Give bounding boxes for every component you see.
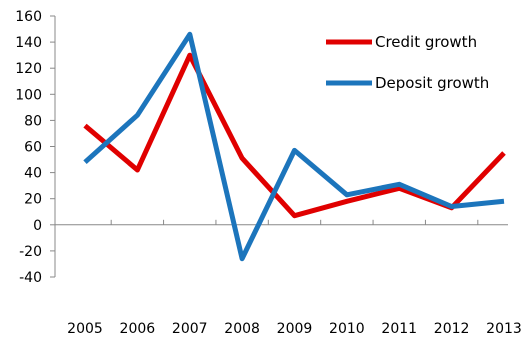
y-tick-label: 60 <box>24 140 42 156</box>
y-tick-label: 80 <box>24 113 42 129</box>
y-tick-label: 40 <box>24 166 42 182</box>
x-tick-label: 2007 <box>172 321 208 337</box>
x-tick-label: 2005 <box>67 321 103 337</box>
y-axis-ticks: -40 -20 0 20 40 60 80 100 120 140 160 <box>15 9 55 286</box>
x-tick-label: 2008 <box>224 321 260 337</box>
y-tick-label: 100 <box>15 87 42 103</box>
y-tick-label: 120 <box>15 61 42 77</box>
x-tick-label: 2009 <box>277 321 313 337</box>
y-tick-label: 20 <box>24 192 42 208</box>
legend: Credit growth Deposit growth <box>326 33 489 92</box>
y-tick-label: -20 <box>19 244 42 260</box>
legend-label: Credit growth <box>375 33 477 51</box>
x-tick-label: 2011 <box>381 321 417 337</box>
y-tick-label: -40 <box>19 270 42 286</box>
y-tick-label: 140 <box>15 35 42 51</box>
x-tick-label: 2012 <box>434 321 470 337</box>
series-line-deposit-growth <box>83 31 505 262</box>
series-group <box>83 31 506 262</box>
y-tick-label: 0 <box>33 218 42 234</box>
x-tick-label: 2013 <box>486 321 522 337</box>
y-tick-label: 160 <box>15 9 42 25</box>
legend-label: Deposit growth <box>375 74 489 92</box>
x-axis-ticks: 2005 2006 2007 2008 2009 2010 2011 2012 2013 <box>67 219 522 337</box>
x-tick-label: 2010 <box>329 321 365 337</box>
x-tick-label: 2006 <box>120 321 156 337</box>
